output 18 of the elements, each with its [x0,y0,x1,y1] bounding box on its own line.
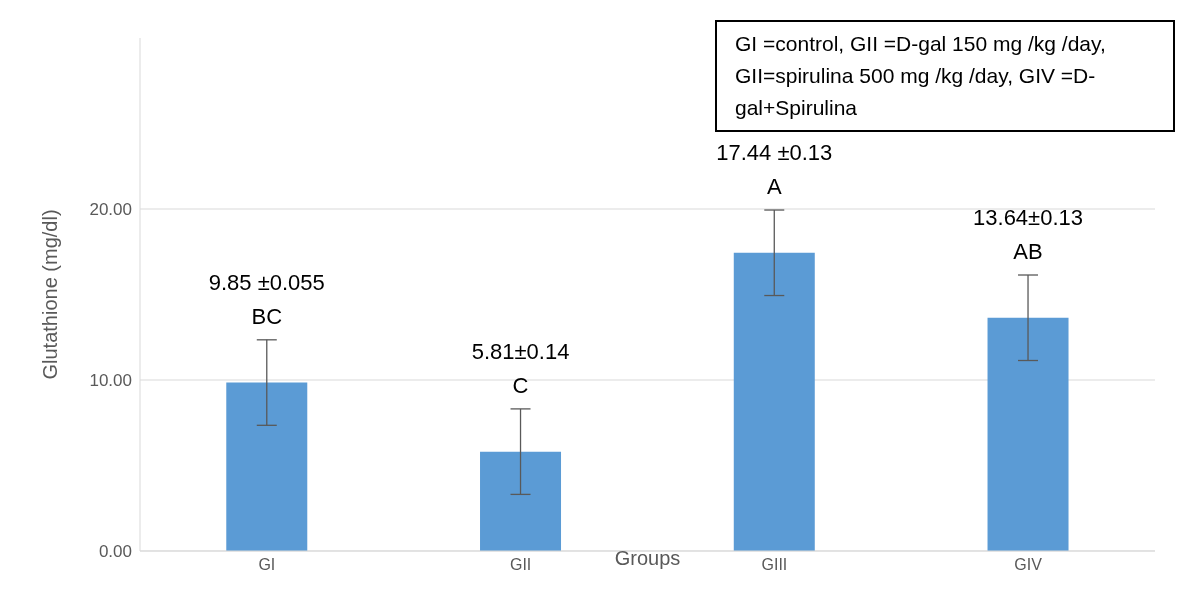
y-axis-title: Glutathione (mg/dl) [39,209,62,380]
text-box: GI =control, GII =D-gal 150 mg /kg /day, GII=spirulina 500 mg /kg /day, GIV =D-gal+Spirulina [715,20,1175,132]
bar [733,252,815,551]
x-tick-label: GI [258,556,276,574]
y-tick-label: 10.00 [89,371,132,391]
data-label: 13.64±0.13 AB [973,205,1083,265]
data-label: 17.44 ±0.13 A [716,140,833,200]
y-tick-label: 20.00 [89,200,132,220]
data-label: 9.85 ±0.055 BC [208,269,325,329]
bar [226,382,308,551]
bar [480,451,562,551]
x-tick-label: GII [509,556,532,574]
x-tick-label: GIV [1014,556,1043,574]
y-tick-label: 0.00 [98,542,132,562]
data-label: 5.81±0.14 C [471,338,570,398]
x-tick-label: GIII [761,556,788,574]
bar [987,317,1069,551]
x-axis-title: Groups [614,547,681,570]
